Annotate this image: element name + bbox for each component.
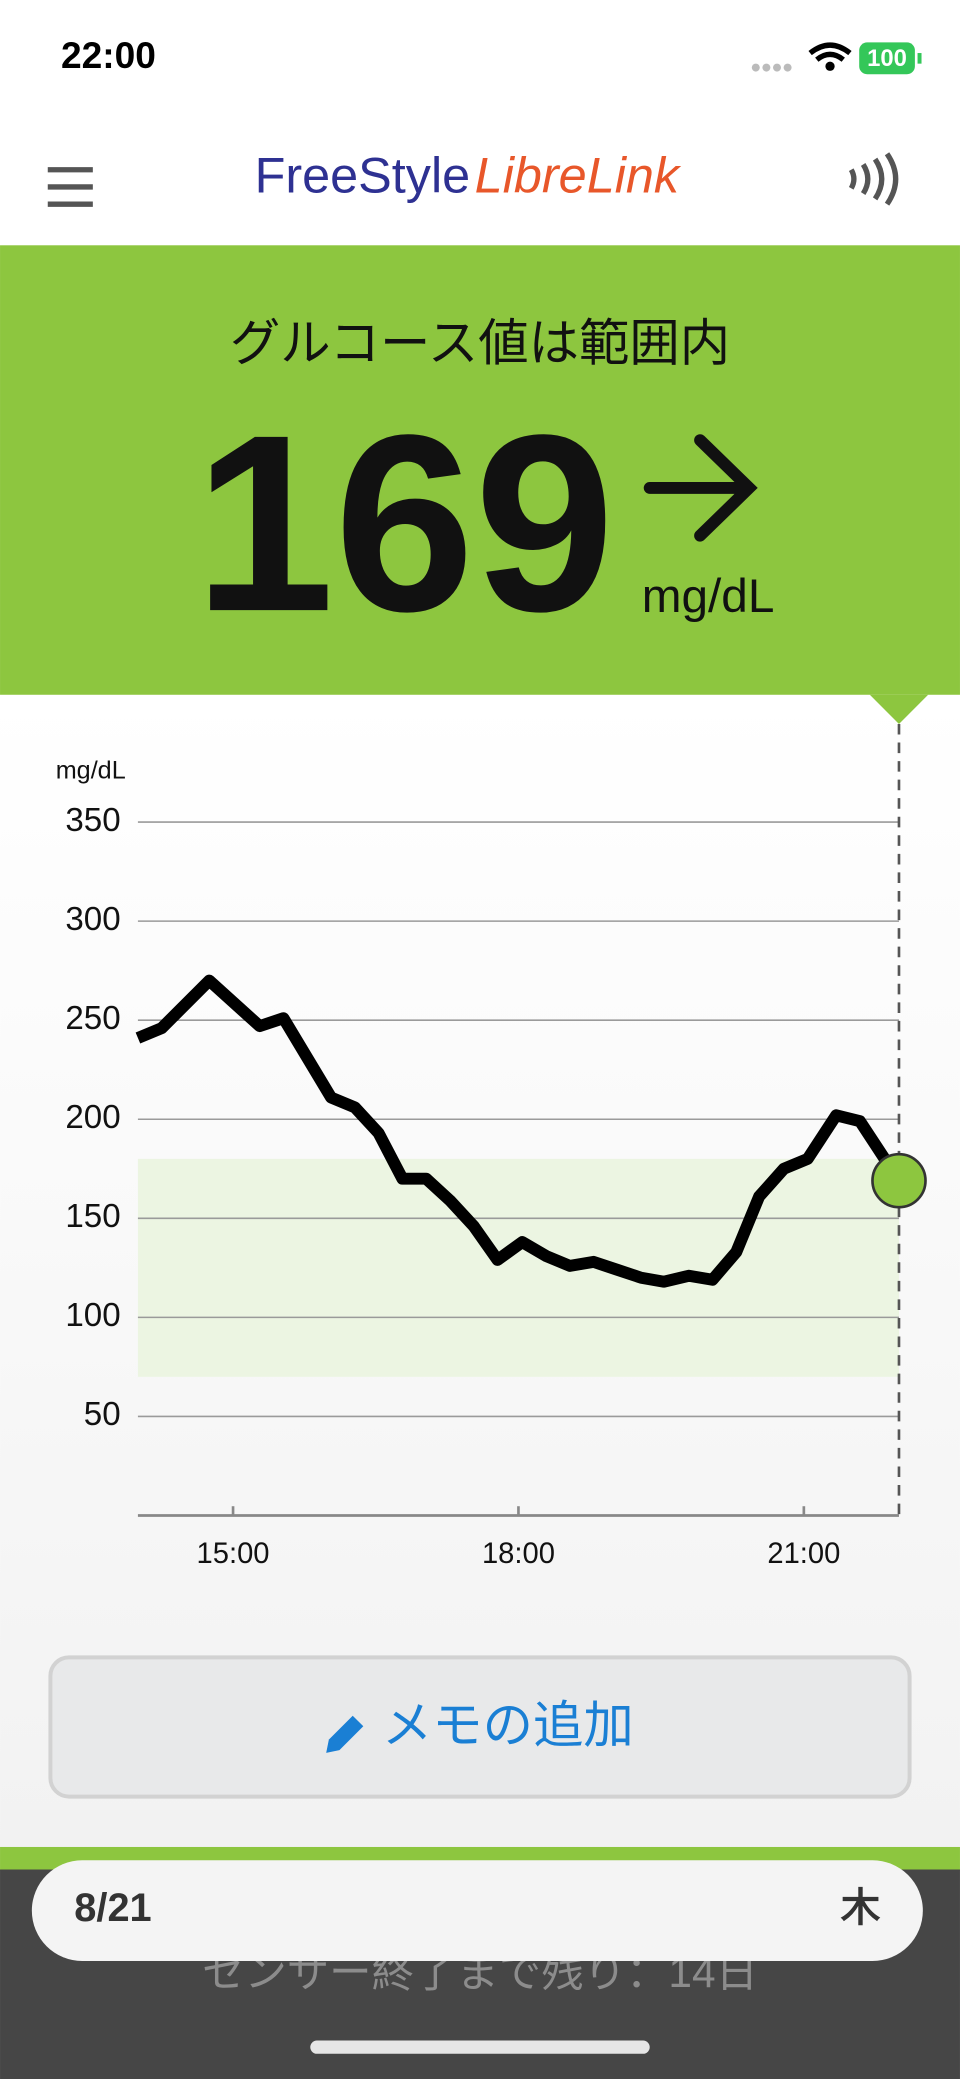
y-tick-label: 50 (84, 1396, 121, 1433)
y-tick-label: 250 (65, 1000, 120, 1037)
battery-level: 100 (867, 45, 907, 72)
y-tick-label: 100 (65, 1297, 120, 1334)
y-tick-label: 350 (65, 802, 120, 839)
pencil-icon (326, 1715, 364, 1753)
memo-button[interactable] (48, 1655, 912, 1799)
weekday: 木 (841, 1886, 881, 1930)
trend-arrow (643, 434, 758, 542)
signal (751, 63, 792, 72)
glucose-unit: mg/dL (642, 570, 775, 623)
x-tick-label: 18:00 (482, 1538, 555, 1570)
wifi-dot (825, 61, 835, 71)
current-point (871, 1152, 927, 1209)
scan-icon[interactable] (848, 152, 899, 206)
brand-accent: LibreLink (475, 146, 682, 203)
battery (859, 42, 915, 75)
pointer (869, 694, 929, 724)
menu-icon[interactable] (47, 167, 93, 207)
date: 8/21 (74, 1886, 151, 1930)
wifi (808, 42, 852, 62)
x-tick-label: 15:00 (197, 1538, 270, 1570)
battery-tip (917, 53, 922, 64)
memo-label[interactable]: メモの追加 (382, 1696, 634, 1753)
x-tick-label: 21:00 (767, 1538, 840, 1570)
glucose-value: 169 (194, 383, 614, 664)
home-indicator (310, 2040, 650, 2054)
y-tick-label: 150 (65, 1198, 120, 1235)
glucose-status: グルコース値は範囲内 (230, 315, 730, 372)
glucose-line (135, 974, 904, 1288)
brand: FreeStyle (255, 146, 471, 203)
status-time: 22:00 (61, 34, 156, 76)
date-pill (31, 1860, 923, 1961)
status-panel (0, 245, 960, 695)
y-tick-label: 200 (65, 1099, 120, 1136)
target-range (137, 1158, 899, 1377)
y-tick-label: 300 (65, 901, 120, 938)
y-axis-label: mg/dL (56, 756, 126, 784)
